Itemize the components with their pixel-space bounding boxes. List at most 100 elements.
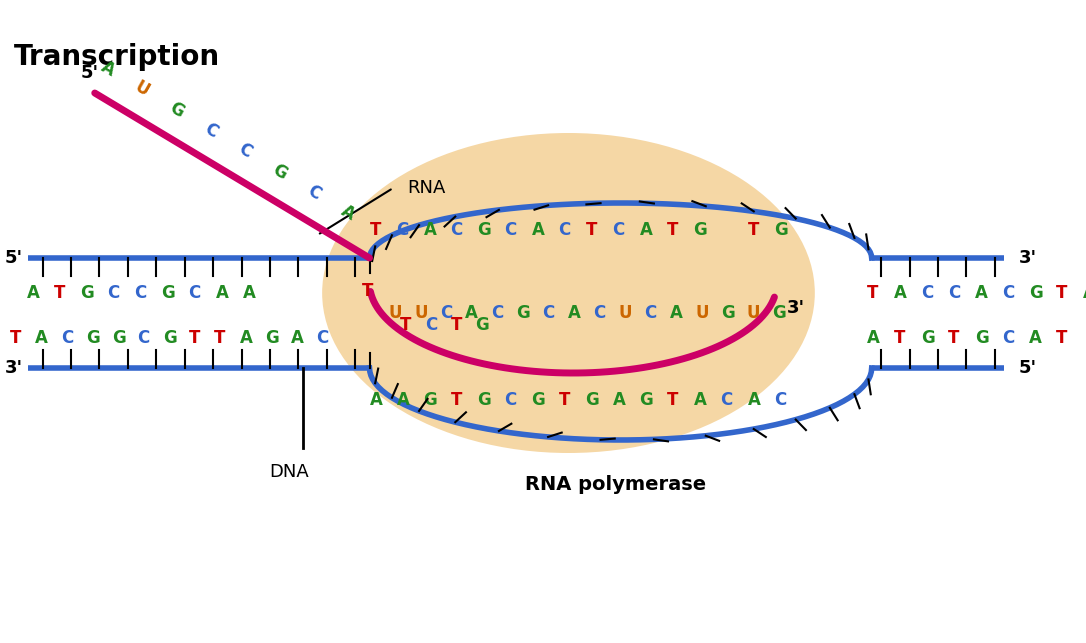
- Text: C: C: [189, 284, 201, 302]
- Text: T: T: [369, 221, 381, 239]
- Text: C: C: [1002, 329, 1014, 347]
- Text: T: T: [894, 329, 906, 347]
- Text: A: A: [26, 284, 39, 302]
- Text: T: T: [451, 316, 463, 334]
- Text: A: A: [1083, 284, 1086, 302]
- Text: G: G: [80, 284, 94, 302]
- Text: 5': 5': [1019, 359, 1037, 377]
- Text: U: U: [746, 304, 760, 322]
- Text: A: A: [465, 304, 478, 322]
- Text: T: T: [1056, 284, 1068, 302]
- Text: A: A: [35, 329, 48, 347]
- Text: A: A: [670, 304, 683, 322]
- Text: A: A: [396, 391, 409, 409]
- Text: C: C: [542, 304, 554, 322]
- Text: G: G: [774, 221, 788, 239]
- Text: C: C: [201, 120, 220, 141]
- Text: A: A: [242, 284, 255, 302]
- Ellipse shape: [323, 133, 814, 453]
- Text: 3': 3': [786, 299, 805, 317]
- Text: C: C: [948, 284, 960, 302]
- Text: A: A: [747, 391, 760, 409]
- Text: T: T: [400, 316, 412, 334]
- Text: G: G: [86, 329, 100, 347]
- Text: A: A: [424, 221, 437, 239]
- Text: C: C: [644, 304, 657, 322]
- Text: T: T: [10, 329, 21, 347]
- Text: T: T: [189, 329, 200, 347]
- Text: A: A: [240, 329, 253, 347]
- Text: A: A: [291, 329, 304, 347]
- Text: G: G: [640, 391, 654, 409]
- Text: C: C: [108, 284, 119, 302]
- Text: C: C: [396, 221, 408, 239]
- Text: C: C: [304, 181, 324, 203]
- Text: G: G: [166, 98, 187, 121]
- Text: C: C: [1002, 284, 1014, 302]
- Text: A: A: [98, 58, 118, 80]
- Text: C: C: [138, 329, 150, 347]
- Text: A: A: [894, 284, 907, 302]
- Text: A: A: [613, 391, 626, 409]
- Text: G: G: [721, 304, 735, 322]
- Text: G: G: [476, 316, 489, 334]
- Text: RNA polymerase: RNA polymerase: [526, 476, 706, 494]
- Text: U: U: [619, 304, 632, 322]
- Text: C: C: [774, 391, 786, 409]
- Text: C: C: [593, 304, 605, 322]
- Text: G: G: [921, 329, 935, 347]
- Text: T: T: [667, 221, 678, 239]
- Text: DNA: DNA: [269, 463, 308, 481]
- Text: T: T: [747, 221, 759, 239]
- Text: U: U: [414, 304, 428, 322]
- Text: C: C: [135, 284, 147, 302]
- Text: RNA: RNA: [407, 179, 445, 197]
- Text: C: C: [440, 304, 452, 322]
- Text: G: G: [478, 221, 491, 239]
- Text: A: A: [867, 329, 880, 347]
- Text: C: C: [505, 221, 517, 239]
- Text: A: A: [640, 221, 653, 239]
- Text: T: T: [585, 221, 597, 239]
- Text: G: G: [585, 391, 599, 409]
- Text: G: G: [1028, 284, 1043, 302]
- Text: G: G: [424, 391, 438, 409]
- Text: C: C: [720, 391, 733, 409]
- Text: G: G: [694, 221, 707, 239]
- Text: C: C: [425, 316, 438, 334]
- Text: T: T: [53, 284, 65, 302]
- Text: A: A: [568, 304, 580, 322]
- Text: C: C: [558, 221, 571, 239]
- Text: A: A: [338, 202, 358, 224]
- Text: G: G: [265, 329, 279, 347]
- Text: C: C: [61, 329, 73, 347]
- Text: T: T: [667, 391, 678, 409]
- Text: G: G: [112, 329, 126, 347]
- Text: T: T: [362, 282, 374, 300]
- Text: C: C: [316, 329, 329, 347]
- Text: C: C: [236, 140, 255, 162]
- Text: C: C: [451, 221, 463, 239]
- Text: 5': 5': [4, 249, 23, 267]
- Text: U: U: [389, 304, 402, 322]
- Text: A: A: [975, 284, 988, 302]
- Text: T: T: [1056, 329, 1068, 347]
- Text: T: T: [558, 391, 570, 409]
- Text: A: A: [1028, 329, 1041, 347]
- Text: G: G: [163, 329, 177, 347]
- Text: G: G: [772, 304, 786, 322]
- Text: 3': 3': [4, 359, 23, 377]
- Text: 5': 5': [81, 64, 99, 82]
- Text: T: T: [214, 329, 226, 347]
- Text: G: G: [162, 284, 175, 302]
- Text: T: T: [948, 329, 959, 347]
- Text: C: C: [491, 304, 503, 322]
- Text: A: A: [531, 221, 544, 239]
- Text: 3': 3': [1019, 249, 1037, 267]
- Text: A: A: [215, 284, 228, 302]
- Text: U: U: [695, 304, 709, 322]
- Text: C: C: [613, 221, 624, 239]
- Text: C: C: [921, 284, 933, 302]
- Text: G: G: [975, 329, 988, 347]
- Text: G: G: [269, 161, 290, 183]
